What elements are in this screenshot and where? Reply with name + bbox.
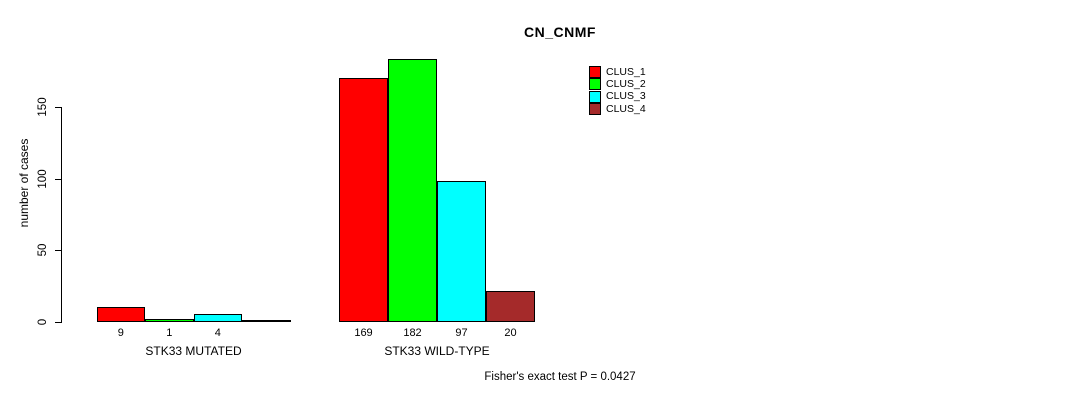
bar-clus_2-group1 <box>145 318 194 322</box>
bar-clus_4-group2 <box>486 291 535 322</box>
legend-swatch <box>589 78 601 91</box>
legend: CLUS_1 CLUS_2 CLUS_3 CLUS_4 <box>589 65 646 116</box>
bar-value-label: 20 <box>504 327 517 339</box>
chart-title: CN_CNMF <box>524 24 596 40</box>
y-tick-label: 0 <box>37 318 49 326</box>
legend-item: CLUS_3 <box>589 90 646 103</box>
bar-value-label: 9 <box>117 327 124 339</box>
bar-value-label: 1 <box>166 327 173 339</box>
bar-value-label: 169 <box>354 327 373 339</box>
bar-clus_1-group1 <box>96 307 145 322</box>
legend-item: CLUS_1 <box>589 65 646 79</box>
bar-value-label: 182 <box>403 327 422 339</box>
y-tick <box>55 107 62 108</box>
x-category-label: STK33 WILD-TYPE <box>384 344 490 358</box>
x-category-label: STK33 MUTATED <box>145 344 242 358</box>
y-tick <box>55 250 62 252</box>
legend-label: CLUS_4 <box>606 102 646 115</box>
legend-swatch <box>589 103 601 116</box>
bar-clus_1-group2 <box>339 77 388 322</box>
y-tick <box>55 322 62 323</box>
legend-item: CLUS_2 <box>589 77 646 91</box>
legend-swatch <box>589 90 601 103</box>
bar-clus_3-group1 <box>193 314 242 322</box>
bar-value-label: 97 <box>455 327 468 339</box>
y-tick-label: 150 <box>37 97 49 117</box>
annotation-text: Fisher's exact test P = 0.0427 <box>484 371 636 383</box>
legend-swatch <box>589 66 601 79</box>
y-tick-label: 100 <box>37 169 49 189</box>
legend-label: CLUS_3 <box>606 90 646 103</box>
bar-clus_3-group2 <box>437 180 486 322</box>
legend-item: CLUS_4 <box>589 102 646 116</box>
bar-clus_2-group2 <box>388 59 437 322</box>
y-axis-line <box>61 107 62 323</box>
y-tick-label: 50 <box>37 243 49 257</box>
bar-clus_4-group1-zero <box>242 320 291 322</box>
legend-label: CLUS_2 <box>606 77 646 90</box>
legend-label: CLUS_1 <box>606 65 646 78</box>
y-tick <box>55 178 62 180</box>
bar-value-label: 4 <box>214 327 221 339</box>
